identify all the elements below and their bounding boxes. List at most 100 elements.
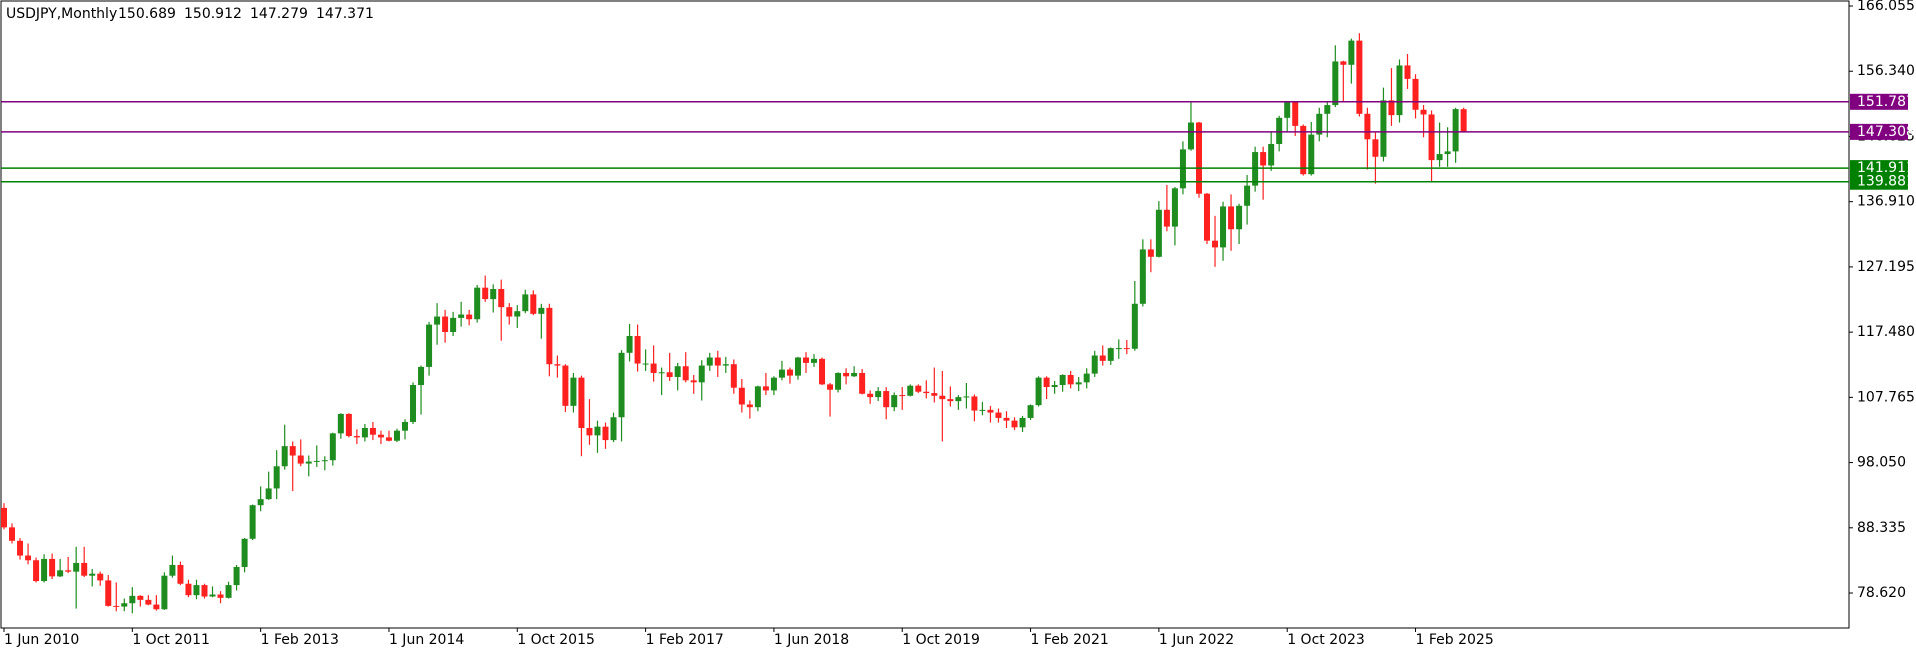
candle-body [803,357,809,363]
candle-body [1067,374,1074,385]
candle-body [305,461,312,464]
candle-body [786,369,793,376]
candle-body [722,364,729,366]
candle-body [674,366,681,377]
y-tick-label: 98.050 [1857,455,1906,471]
candle-body [1404,65,1411,79]
candle-body [313,460,320,462]
candle-body [225,585,232,598]
candle-body [570,377,577,406]
candle-body [658,372,665,374]
candle-body [770,377,777,391]
close-value: 147.371 [316,6,374,22]
candle-body [1292,102,1299,126]
candle-body [1091,355,1098,374]
candle-body [859,372,866,394]
candle-body [217,594,224,598]
candle-body [145,599,152,605]
candle-body [602,426,609,441]
candle-body [281,446,288,467]
x-tick-label: 1 Jun 2010 [4,632,79,648]
candle-body [1356,40,1363,114]
candle-body [666,372,673,377]
candle-body [1436,154,1443,161]
candle-body [1212,240,1219,248]
candle-body [690,380,697,383]
y-tick-label: 136.910 [1857,194,1915,210]
candle-body [265,488,272,500]
candle-body [1035,377,1042,406]
candle-body [1348,40,1355,65]
candle-body [73,562,80,572]
candle-body [1099,355,1106,361]
candle-body [955,397,962,402]
candle-body [121,603,128,607]
candle-body [915,385,922,392]
candle-body [193,585,200,596]
candle-body [482,287,489,300]
candle-body [1396,65,1403,116]
candle-body [794,357,801,376]
candle-body [41,558,48,582]
candle-body [883,391,890,408]
candle-body [995,412,1002,418]
y-tick-label: 107.765 [1857,389,1915,405]
candle-body [642,363,649,365]
candle-body [474,287,481,320]
x-tick-label: 1 Feb 2017 [646,632,724,648]
candle-body [578,377,585,428]
candle-body [891,395,898,408]
candle-body [618,352,625,418]
candle-body [706,357,713,366]
candle-body [1244,185,1251,206]
candle-body [257,499,264,506]
candle-body [1204,193,1210,241]
plot-frame [0,0,1850,629]
level-label: 139.881 [1857,174,1915,190]
candle-body [1420,109,1427,115]
candle-body [65,570,72,572]
candle-body [907,385,914,396]
level-label: 147.308 [1857,124,1915,140]
candle-body [610,417,617,441]
candle-body [1155,209,1162,257]
candle-body [1380,100,1387,157]
candle-body [458,314,465,318]
candle-body [1428,114,1435,161]
candle-body [594,426,601,436]
candle-body [746,404,753,408]
candle-body [273,466,280,489]
candle-body [129,595,136,604]
candle-body [450,317,457,332]
candle-body [442,316,449,332]
candle-body [337,413,344,434]
candle-body [1107,348,1114,361]
candle-body [730,364,737,388]
candle-body [626,336,633,353]
candle-body [49,558,56,577]
high-value: 150.912 [184,6,242,22]
candle-body [923,391,930,394]
candle-body [25,555,32,561]
candle-body [57,570,64,577]
candle-body [682,366,689,381]
candle-body [827,384,834,390]
candle-body [89,573,96,576]
candle-body [963,396,970,398]
candle-body [249,505,256,539]
candle-body [819,358,826,385]
candle-body [321,460,328,462]
candle-body [1011,420,1018,428]
candle-body [1,507,7,528]
candle-body [434,316,441,325]
candle-body [1284,102,1291,118]
y-tick-label: 88.335 [1857,520,1906,536]
candle-body [1115,348,1122,350]
x-tick-label: 1 Oct 2019 [902,632,980,648]
candle-body [1043,377,1050,388]
y-tick-label: 156.340 [1857,63,1915,79]
candle-body [1187,122,1194,150]
candle-body [209,594,216,597]
candle-body [971,396,978,411]
candle-body [1228,206,1235,230]
